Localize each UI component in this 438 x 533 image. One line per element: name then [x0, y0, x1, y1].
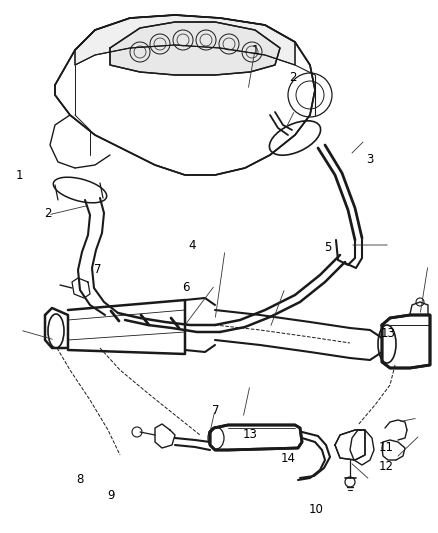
Text: 9: 9 — [107, 489, 115, 502]
Polygon shape — [75, 15, 295, 65]
Text: 10: 10 — [309, 503, 324, 515]
Text: 5: 5 — [324, 241, 332, 254]
Text: 7: 7 — [94, 263, 102, 276]
Text: 8: 8 — [77, 473, 84, 486]
Text: 2: 2 — [44, 207, 51, 220]
Text: 1: 1 — [252, 44, 259, 57]
Text: 14: 14 — [280, 452, 295, 465]
Polygon shape — [110, 22, 280, 75]
Polygon shape — [335, 430, 365, 460]
Text: 11: 11 — [379, 441, 394, 454]
Text: 12: 12 — [379, 460, 394, 473]
Text: 6: 6 — [182, 281, 189, 294]
Polygon shape — [382, 315, 430, 368]
Text: 3: 3 — [366, 154, 373, 166]
Text: 2: 2 — [289, 71, 297, 84]
Polygon shape — [55, 15, 315, 175]
Text: 1: 1 — [15, 169, 23, 182]
Text: 4: 4 — [188, 239, 196, 252]
Polygon shape — [210, 425, 302, 450]
Text: 13: 13 — [243, 428, 258, 441]
Text: 7: 7 — [212, 404, 220, 417]
Text: 13: 13 — [381, 327, 396, 340]
